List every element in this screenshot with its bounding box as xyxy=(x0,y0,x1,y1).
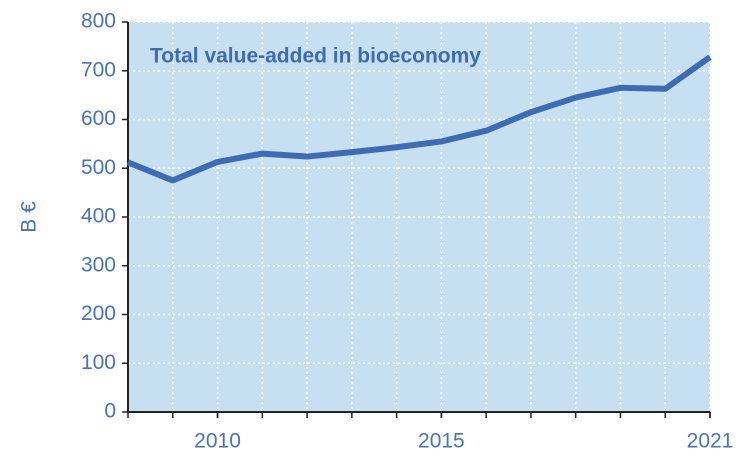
x-tick-label: 2021 xyxy=(687,430,734,453)
y-tick-label: 300 xyxy=(81,253,116,276)
y-tick-label: 800 xyxy=(81,10,116,33)
y-tick-label: 200 xyxy=(81,302,116,325)
x-tick-label: 2010 xyxy=(194,430,241,453)
y-tick-label: 600 xyxy=(81,107,116,130)
x-tick-label: 2015 xyxy=(418,430,465,453)
y-tick-label: 0 xyxy=(104,400,116,423)
y-tick-label: 500 xyxy=(81,156,116,179)
y-tick-label: 700 xyxy=(81,58,116,81)
y-tick-label: 100 xyxy=(81,351,116,374)
data-line xyxy=(126,54,712,184)
y-axis-label: B € xyxy=(18,201,41,233)
y-tick-label: 400 xyxy=(81,205,116,228)
chart-title: Total value-added in bioeconomy xyxy=(150,45,481,68)
